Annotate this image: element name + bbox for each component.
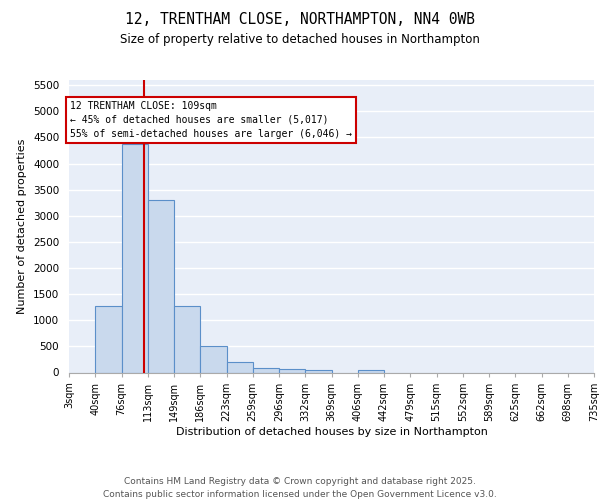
X-axis label: Distribution of detached houses by size in Northampton: Distribution of detached houses by size … [176,426,487,436]
Y-axis label: Number of detached properties: Number of detached properties [17,138,28,314]
Bar [200,346,227,372]
Bar [358,370,384,372]
Text: 12, TRENTHAM CLOSE, NORTHAMPTON, NN4 0WB: 12, TRENTHAM CLOSE, NORTHAMPTON, NN4 0WB [125,12,475,28]
Text: Contains HM Land Registry data © Crown copyright and database right 2025.: Contains HM Land Registry data © Crown c… [124,478,476,486]
Text: 12 TRENTHAM CLOSE: 109sqm
← 45% of detached houses are smaller (5,017)
55% of se: 12 TRENTHAM CLOSE: 109sqm ← 45% of detac… [70,101,352,139]
Bar [122,144,148,372]
Bar [305,370,332,372]
Text: Contains public sector information licensed under the Open Government Licence v3: Contains public sector information licen… [103,490,497,499]
Text: Size of property relative to detached houses in Northampton: Size of property relative to detached ho… [120,32,480,46]
Bar [279,369,305,372]
Bar [148,200,174,372]
Bar [174,306,200,372]
Bar [95,306,122,372]
Bar [253,368,279,372]
Bar [227,362,253,372]
